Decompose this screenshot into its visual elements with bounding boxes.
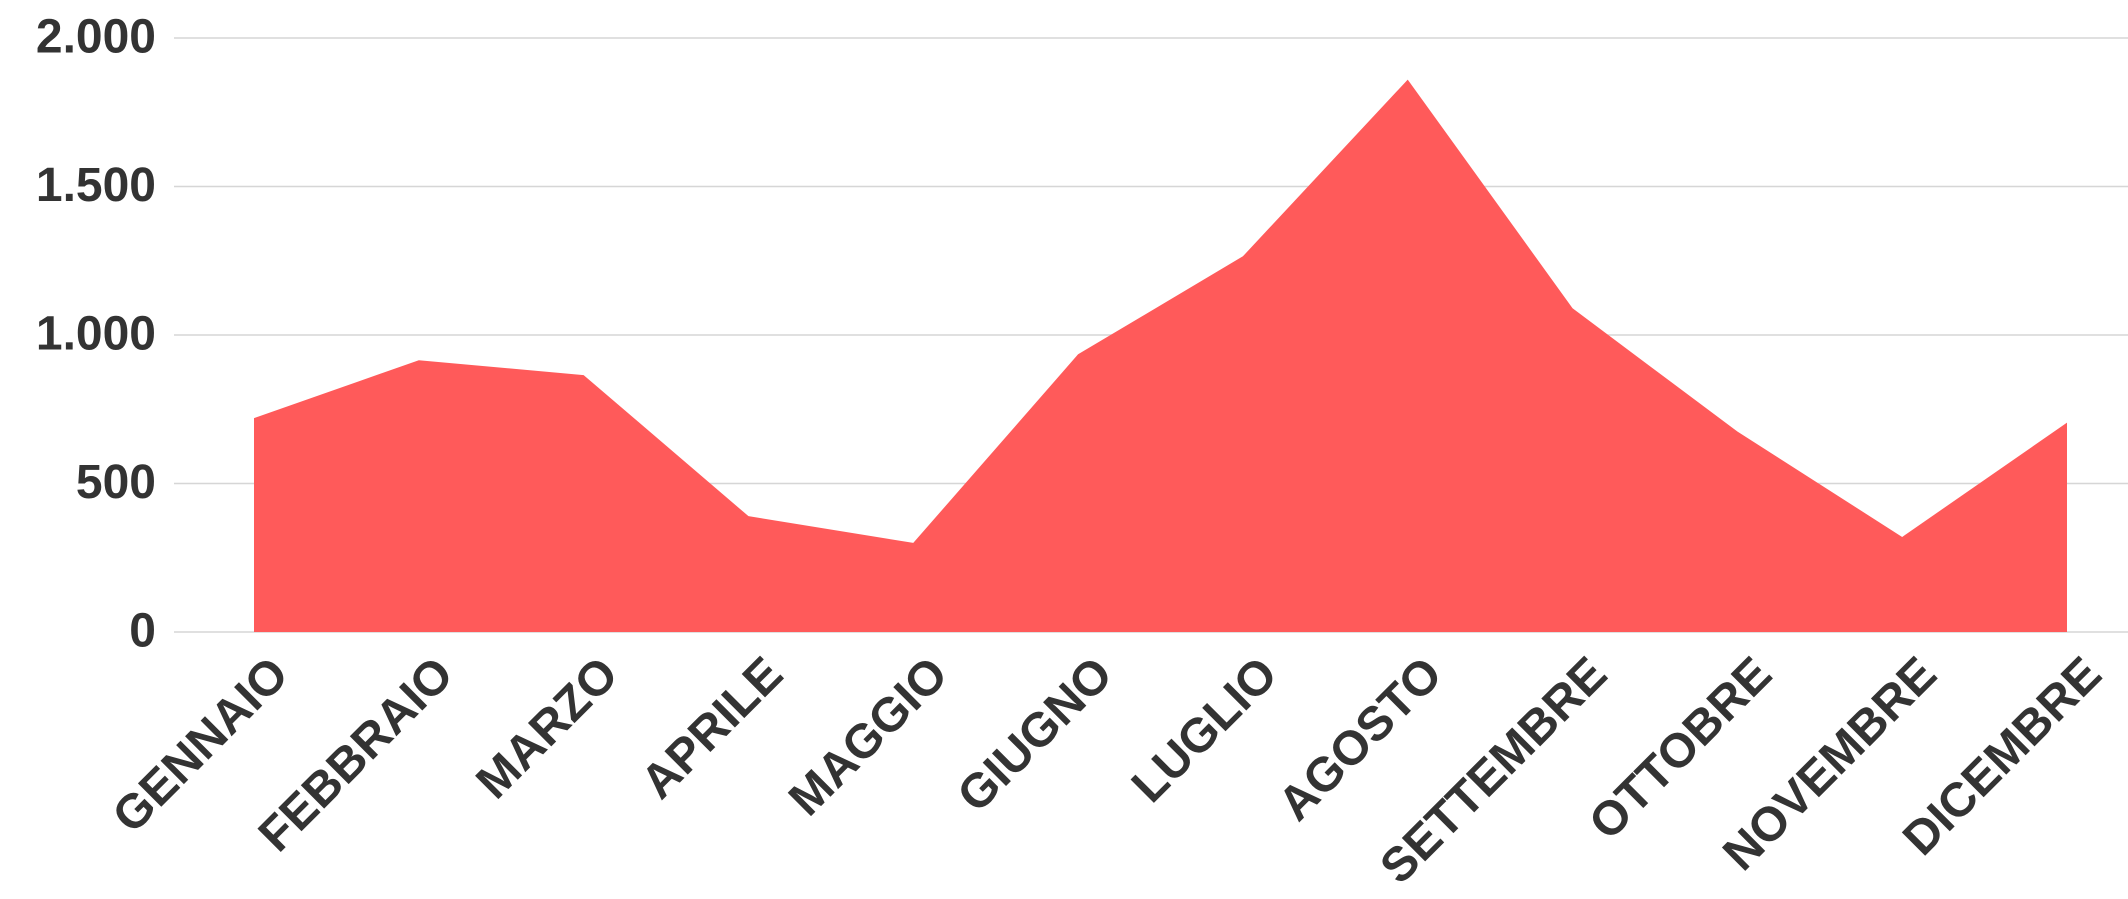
y-tick-label: 0 (129, 605, 156, 658)
y-tick-label: 2.000 (36, 11, 156, 64)
y-tick-label: 1.000 (36, 308, 156, 361)
x-tick-label: MAGGIO (779, 647, 958, 826)
y-tick-label: 1.500 (36, 159, 156, 212)
area (254, 79, 2067, 632)
x-tick-label: APRILE (631, 647, 793, 809)
x-tick-label: GIUGNO (948, 647, 1123, 822)
x-tick-label: MARZO (466, 647, 628, 809)
x-tick-label: LUGLIO (1122, 647, 1288, 813)
y-tick-label: 500 (76, 456, 156, 509)
